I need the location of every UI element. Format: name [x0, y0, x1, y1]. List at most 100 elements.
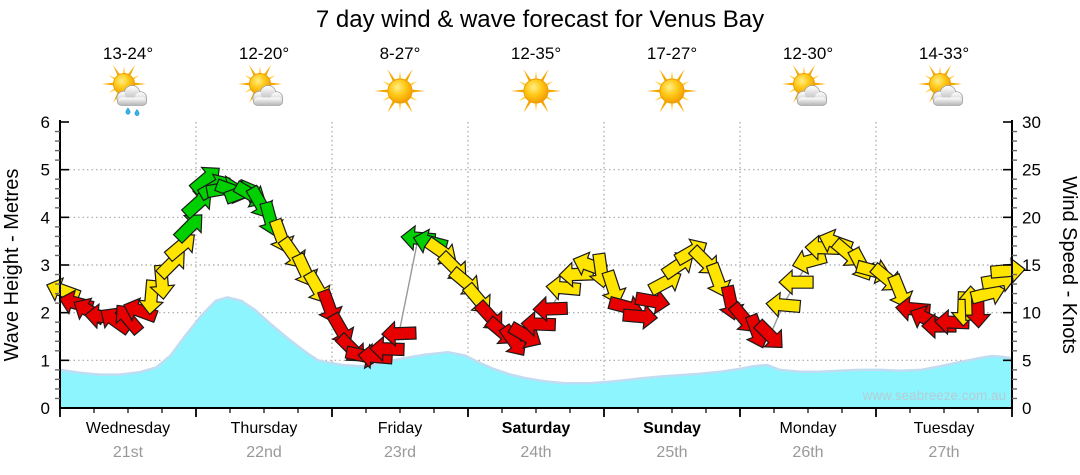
- wind-arrow: [622, 303, 659, 331]
- sun-icon: [372, 62, 428, 118]
- sun-ray: [949, 82, 963, 86]
- sun-icon: [508, 62, 564, 118]
- raindrop: [134, 108, 140, 117]
- sun-ray: [258, 66, 262, 75]
- sun-disc: [387, 78, 413, 104]
- left-axis-title: Wave Height - Metres: [1, 169, 23, 362]
- sun-ray: [682, 89, 698, 93]
- left-tick-label: 0: [41, 399, 50, 418]
- sun-cloud-icon: [916, 62, 972, 118]
- left-tick-label: 6: [41, 113, 50, 132]
- right-tick-label: 0: [1022, 399, 1031, 418]
- sun-ray: [646, 89, 662, 93]
- sun-ray: [659, 99, 669, 113]
- day-date-label: 26th: [792, 444, 824, 461]
- wind-arrow: [172, 214, 203, 245]
- wind-arrow: [369, 335, 405, 363]
- sun-ray: [403, 69, 413, 83]
- page-title: 7 day wind & wave forecast for Venus Bay: [315, 6, 765, 33]
- day-name-label: Sunday: [643, 420, 701, 437]
- left-tick-label: 1: [41, 351, 50, 370]
- day-temp-label: 12-35°: [510, 44, 562, 63]
- sun-ray: [269, 82, 283, 86]
- sun-cloud-rain-icon: [100, 62, 156, 118]
- sun-ray: [387, 69, 397, 83]
- left-tick-label: 4: [41, 208, 50, 227]
- day-date-label: 27th: [928, 444, 960, 461]
- right-tick-label: 25: [1022, 161, 1041, 180]
- sun-ray: [917, 82, 931, 86]
- sun-ray: [510, 89, 526, 93]
- day-temp-label: 12-30°: [782, 44, 834, 63]
- sun-cloud-icon: [780, 62, 836, 118]
- sun-ray: [781, 82, 795, 86]
- day-date-label: 25th: [656, 444, 688, 461]
- sun-ray: [387, 99, 397, 113]
- sun-ray: [659, 69, 669, 83]
- sun-ray: [675, 69, 685, 83]
- day-name-label: Thursday: [230, 420, 298, 437]
- right-tick-label: 5: [1022, 351, 1031, 370]
- cloud-base-fill: [933, 97, 963, 105]
- sun-ray: [523, 69, 533, 83]
- sun-ray: [534, 101, 538, 111]
- sun-ray: [263, 64, 272, 77]
- sun-ray: [133, 82, 147, 86]
- left-tick-label: 2: [41, 304, 50, 323]
- day-name-label: Monday: [779, 420, 837, 437]
- wind-arrow: [545, 274, 582, 301]
- wind-arrow: [520, 310, 557, 338]
- sun-ray: [813, 82, 827, 86]
- sun-ray: [248, 64, 257, 77]
- sun-ray: [938, 66, 942, 75]
- right-tick-label: 30: [1022, 113, 1041, 132]
- sun-ray: [374, 89, 390, 93]
- left-tick-label: 3: [41, 256, 50, 275]
- cloud-shape: [116, 85, 148, 106]
- sun-ray: [403, 99, 413, 113]
- sun-ray: [237, 82, 251, 86]
- wind-arrow: [381, 320, 417, 348]
- sun-disc: [659, 78, 685, 104]
- cloud-shape: [932, 85, 964, 106]
- right-tick-label: 15: [1022, 256, 1041, 275]
- sun-ray: [122, 66, 126, 75]
- cloud-shape: [796, 85, 828, 106]
- day-temp-label: 13-24°: [102, 44, 154, 63]
- sun-ray: [792, 64, 801, 77]
- right-axis-title: Wind Speed - Knots: [1058, 176, 1080, 354]
- sun-cloud-icon: [236, 62, 292, 118]
- day-date-label: 23rd: [383, 444, 417, 461]
- sun-ray: [398, 71, 402, 81]
- raindrop: [125, 107, 131, 115]
- wind-arrow: [778, 268, 814, 296]
- sun-ray: [127, 64, 136, 77]
- sun-shape: [646, 69, 698, 113]
- day-name-label: Wednesday: [85, 420, 171, 437]
- day-name-label: Tuesday: [913, 420, 975, 437]
- day-date-label: 24th: [520, 444, 552, 461]
- right-tick-label: 10: [1022, 304, 1041, 323]
- sun-ray: [670, 71, 674, 81]
- sun-ray: [670, 101, 674, 111]
- sun-ray: [802, 66, 806, 75]
- sun-ray: [112, 64, 121, 77]
- cloud-shape: [252, 85, 284, 106]
- wind-arrow: [765, 291, 802, 319]
- wind-arrow: [634, 288, 671, 315]
- sun-disc: [523, 78, 549, 104]
- sun-ray: [534, 71, 538, 81]
- cloud-base-fill: [797, 97, 827, 105]
- sun-ray: [928, 64, 937, 77]
- sun-ray: [807, 64, 816, 77]
- day-date-label: 22nd: [246, 444, 282, 461]
- cloud-base-fill: [253, 97, 283, 105]
- sun-ray: [101, 82, 115, 86]
- sun-ray: [539, 69, 549, 83]
- sun-shape: [374, 69, 426, 113]
- day-name-label: Friday: [377, 420, 423, 437]
- right-tick-label: 20: [1022, 208, 1041, 227]
- sun-shape: [510, 69, 562, 113]
